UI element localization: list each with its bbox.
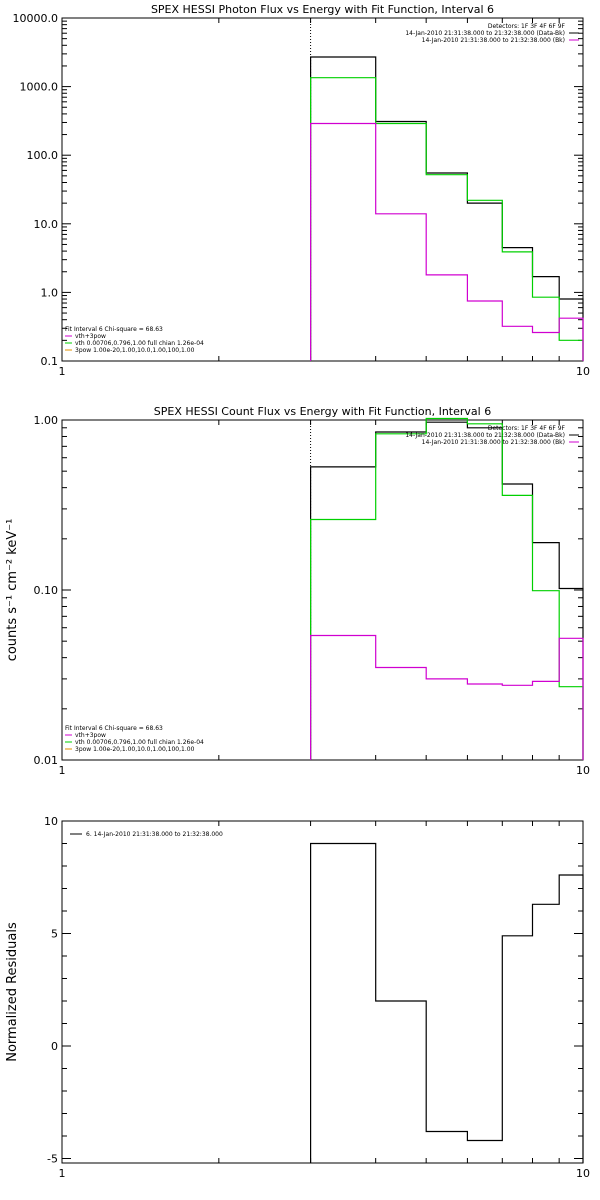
y-tick-label: 10: [44, 815, 58, 828]
y-tick-label: 5: [51, 928, 58, 941]
y-tick-label: 10000.0: [13, 12, 59, 25]
x-tick-label: 1: [59, 1167, 66, 1180]
y-tick-label: 0.1: [41, 355, 59, 368]
fit-legend-entry: 3pow 1.00e-20,1.00,10.0,1.00,100,1.00: [75, 347, 195, 354]
fit-legend-entry: 3pow 1.00e-20,1.00,10.0,1.00,100,1.00: [75, 746, 195, 753]
x-tick-label: 10: [576, 365, 590, 378]
legend-entry: 6. 14-Jan-2010 21:31:38.000 to 21:32:38.…: [86, 831, 223, 838]
y-tick-label: 0: [51, 1040, 58, 1053]
panel-2: SPEX HESSI Count Flux vs Energy with Fit…: [5, 405, 590, 777]
y-tick-label: 0.01: [34, 754, 59, 767]
y-tick-label: -5: [47, 1153, 58, 1166]
fit-legend-entry: vth 0.00706,0.796,1.00 full chian 1.26e-…: [75, 340, 204, 347]
y-tick-label: 1.00: [34, 414, 59, 427]
series-black-line: [310, 56, 584, 361]
fit-legend-entry: vth+3pow: [75, 333, 106, 340]
series-black-line: [310, 842, 584, 1163]
series-magenta-line: [310, 122, 584, 361]
y-tick-label: 1.0: [41, 286, 59, 299]
series-green-line: [310, 417, 584, 760]
series-green-line: [310, 77, 584, 361]
plot-frame: [61, 17, 584, 362]
plot-frame: [61, 419, 584, 761]
y-tick-label: 100.0: [27, 149, 59, 162]
fit-legend-entry: vth 0.00706,0.796,1.00 full chian 1.26e-…: [75, 739, 204, 746]
legend-entry: 14-Jan-2010 21:31:38.000 to 21:32:38.000…: [422, 37, 565, 44]
y-axis-label: counts s⁻¹ cm⁻² keV⁻¹: [5, 519, 20, 662]
y-tick-label: 0.10: [34, 584, 59, 597]
panel-3: Normalized Residuals 1 10 -5 0 5 10 6. 14-Jan-2…: [5, 815, 590, 1180]
panel-1: SPEX HESSI Photon Flux vs Energy with Fi…: [13, 3, 591, 378]
chart-title: SPEX HESSI Count Flux vs Energy with Fit…: [154, 405, 491, 418]
x-tick-label: 1: [59, 764, 66, 777]
x-tick-label: 10: [576, 1167, 590, 1180]
chart-title: SPEX HESSI Photon Flux vs Energy with Fi…: [151, 3, 494, 16]
plot-frame: [61, 820, 584, 1164]
y-tick-label: 1000.0: [20, 81, 59, 94]
legend-entry: 14-Jan-2010 21:31:38.000 to 21:32:38.000…: [422, 439, 565, 446]
x-tick-label: 1: [59, 365, 66, 378]
x-tick-label: 10: [576, 764, 590, 777]
legend-entry: Detectors: 1F 3F 4F 6F 9F: [488, 23, 566, 30]
fit-legend-entry: vth+3pow: [75, 732, 106, 739]
legend-entry: 14-Jan-2010 21:31:38.000 to 21:32:38.000…: [405, 432, 565, 439]
legend-entry: Detectors: 1F 3F 4F 6F 9F: [488, 425, 566, 432]
y-axis-label: Normalized Residuals: [5, 922, 20, 1062]
y-tick-label: 10.0: [34, 218, 59, 231]
legend-entry: 14-Jan-2010 21:31:38.000 to 21:32:38.000…: [405, 30, 565, 37]
series-magenta-line: [310, 634, 584, 760]
fit-legend-entry: Fit Interval 6 Chi-square = 68.63: [65, 326, 163, 333]
fit-legend-entry: Fit Interval 6 Chi-square = 68.63: [65, 725, 163, 732]
